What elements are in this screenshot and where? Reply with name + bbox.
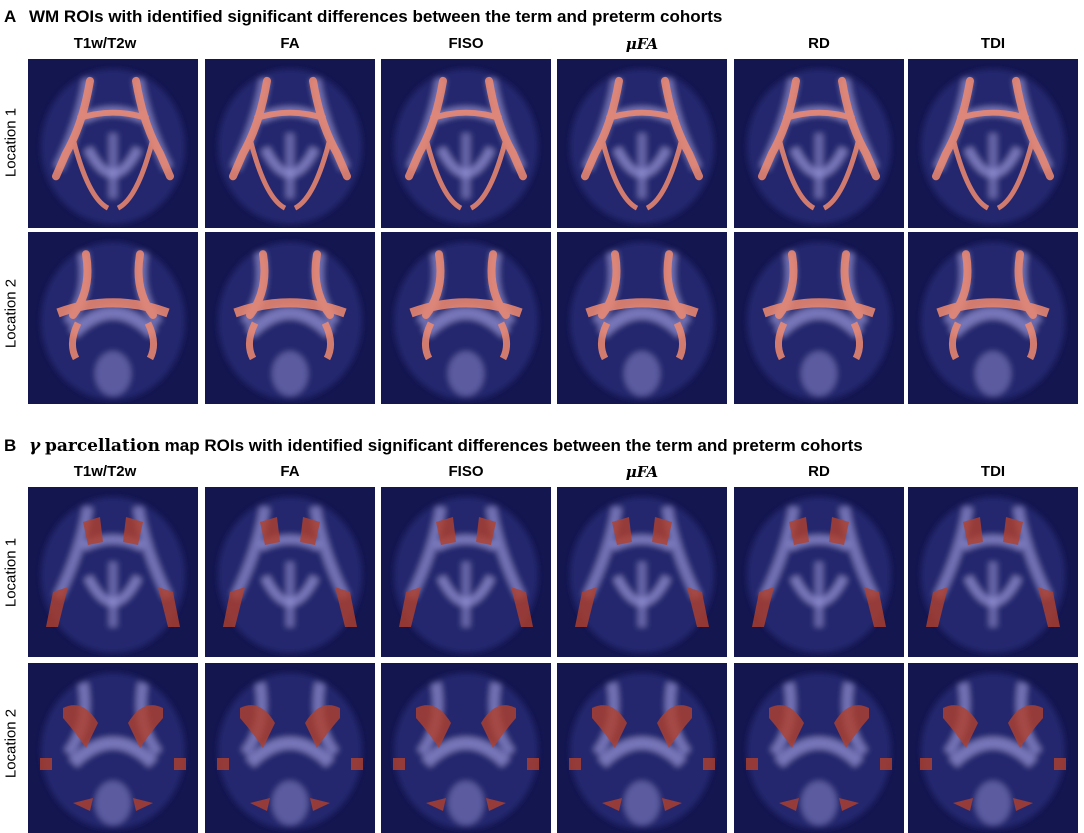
column-label-tdi: TDI <box>980 35 1006 52</box>
brain-slice-b-loc1-t1w-t2w <box>28 487 198 657</box>
brain-slice-a-loc2-t1w-t2w <box>28 232 198 404</box>
brain-slice-a-loc1-t1w-t2w <box>28 59 198 228</box>
column-label-fa: FA <box>280 463 300 480</box>
brain-slice-a-loc2-fa <box>205 232 375 404</box>
panel-b-title-serif: parcellation <box>44 436 160 456</box>
column-label-t1w-t2w: T1w/T2w <box>73 463 137 480</box>
brain-slice-a-loc1-tdi <box>908 59 1078 228</box>
panel-a-title: WM ROIs with identified significant diff… <box>29 7 723 26</box>
brain-slice-a-loc1-fa <box>205 59 375 228</box>
panel-b-title: γ parcellation map ROIs with identified … <box>29 436 863 456</box>
column-label-fiso: FISO <box>448 463 484 480</box>
brain-slice-b-loc1-fiso <box>381 487 551 657</box>
brain-slice-b-loc1-tdi <box>908 487 1078 657</box>
panel-b-letter: B <box>4 436 17 455</box>
brain-slice-a-loc2-rd <box>734 232 904 404</box>
brain-slice-a-loc2-fiso <box>381 232 551 404</box>
column-label-fiso: FISO <box>448 35 484 52</box>
brain-slice-b-loc1-mufa <box>557 487 727 657</box>
row-label-location-2: Location 2 <box>2 278 20 349</box>
brain-slice-b-loc2-rd <box>734 663 904 833</box>
brain-slice-b-loc2-tdi <box>908 663 1078 833</box>
panel-b-title-text: map ROIs with identified significant dif… <box>164 436 863 455</box>
brain-slice-a-loc2-tdi <box>908 232 1078 404</box>
brain-slice-a-loc1-rd <box>734 59 904 228</box>
column-label-t1w-t2w: T1w/T2w <box>73 35 137 52</box>
column-label-mufa: μFA <box>625 463 659 481</box>
column-label-mufa: μFA <box>625 35 659 53</box>
brain-slice-a-loc2-mufa <box>557 232 727 404</box>
panel-a-letter: A <box>4 7 17 26</box>
row-label-location-2: Location 2 <box>2 708 20 779</box>
row-label-location-1: Location 1 <box>2 537 20 608</box>
brain-slice-b-loc1-rd <box>734 487 904 657</box>
column-label-rd: RD <box>808 463 830 480</box>
column-label-rd: RD <box>808 35 830 52</box>
gamma-symbol: γ <box>29 436 41 456</box>
brain-slice-b-loc2-fa <box>205 663 375 833</box>
brain-slice-b-loc1-fa <box>205 487 375 657</box>
brain-slice-b-loc2-t1w-t2w <box>28 663 198 833</box>
column-label-tdi: TDI <box>980 463 1006 480</box>
brain-slice-b-loc2-fiso <box>381 663 551 833</box>
brain-slice-a-loc1-fiso <box>381 59 551 228</box>
brain-slice-b-loc2-mufa <box>557 663 727 833</box>
column-label-fa: FA <box>280 35 300 52</box>
row-label-location-1: Location 1 <box>2 107 20 178</box>
brain-slice-a-loc1-mufa <box>557 59 727 228</box>
